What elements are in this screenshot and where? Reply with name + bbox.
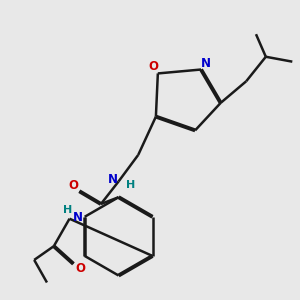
Text: O: O <box>68 179 78 192</box>
Text: H: H <box>126 180 136 190</box>
Text: O: O <box>75 262 85 275</box>
Text: O: O <box>148 60 158 73</box>
Text: N: N <box>108 173 118 186</box>
Text: H: H <box>63 206 73 215</box>
Text: N: N <box>74 211 83 224</box>
Text: N: N <box>201 56 211 70</box>
